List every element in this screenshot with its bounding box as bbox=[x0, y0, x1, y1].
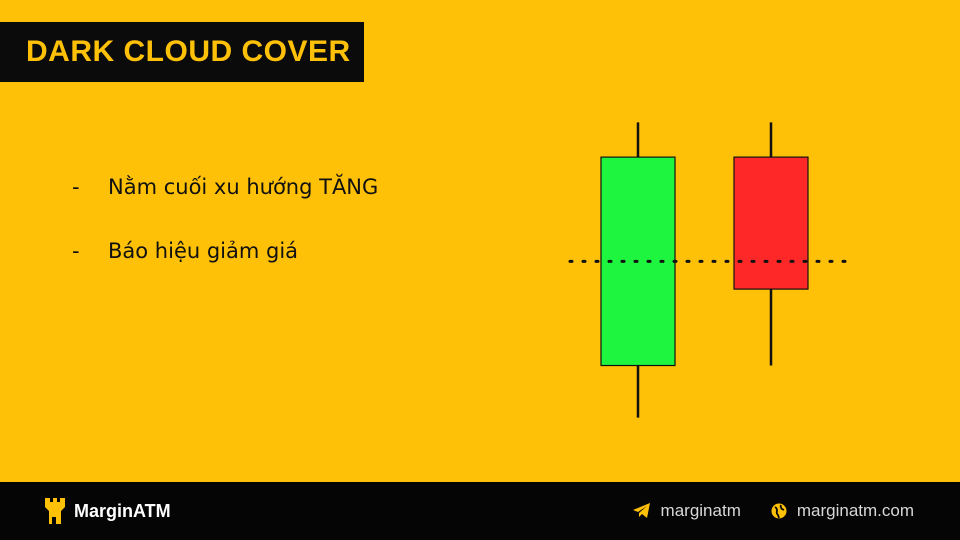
bullet-text: Báo hiệu giảm giá bbox=[108, 239, 299, 263]
bullet-item: - Nằm cuối xu hướng TĂNG bbox=[72, 170, 378, 204]
footer-links: marginatm marginatm.com bbox=[632, 501, 914, 521]
bullet-marker: - bbox=[72, 175, 80, 199]
footer-bar: MarginATM marginatm marginatm.com bbox=[0, 482, 960, 540]
bullet-item: - Báo hiệu giảm giá bbox=[72, 234, 378, 268]
website-url: marginatm.com bbox=[796, 501, 914, 520]
website-link[interactable]: marginatm.com bbox=[771, 501, 914, 521]
candlestick-chart bbox=[568, 122, 854, 418]
telegram-handle: marginatm bbox=[660, 501, 741, 520]
telegram-link[interactable]: marginatm bbox=[632, 501, 741, 521]
bullet-list: - Nằm cuối xu hướng TĂNG - Báo hiệu giảm… bbox=[72, 170, 378, 298]
telegram-icon bbox=[632, 503, 650, 518]
tower-logo-icon bbox=[45, 498, 65, 524]
title-banner: DARK CLOUD COVER bbox=[0, 22, 364, 82]
bullet-text: Nằm cuối xu hướng TĂNG bbox=[108, 175, 379, 199]
brand[interactable]: MarginATM bbox=[44, 498, 171, 524]
candle-body-bearish bbox=[733, 156, 809, 290]
globe-icon bbox=[771, 503, 787, 519]
brand-name: MarginATM bbox=[74, 500, 171, 521]
page-title: DARK CLOUD COVER bbox=[26, 35, 351, 68]
bullet-marker: - bbox=[72, 239, 80, 263]
